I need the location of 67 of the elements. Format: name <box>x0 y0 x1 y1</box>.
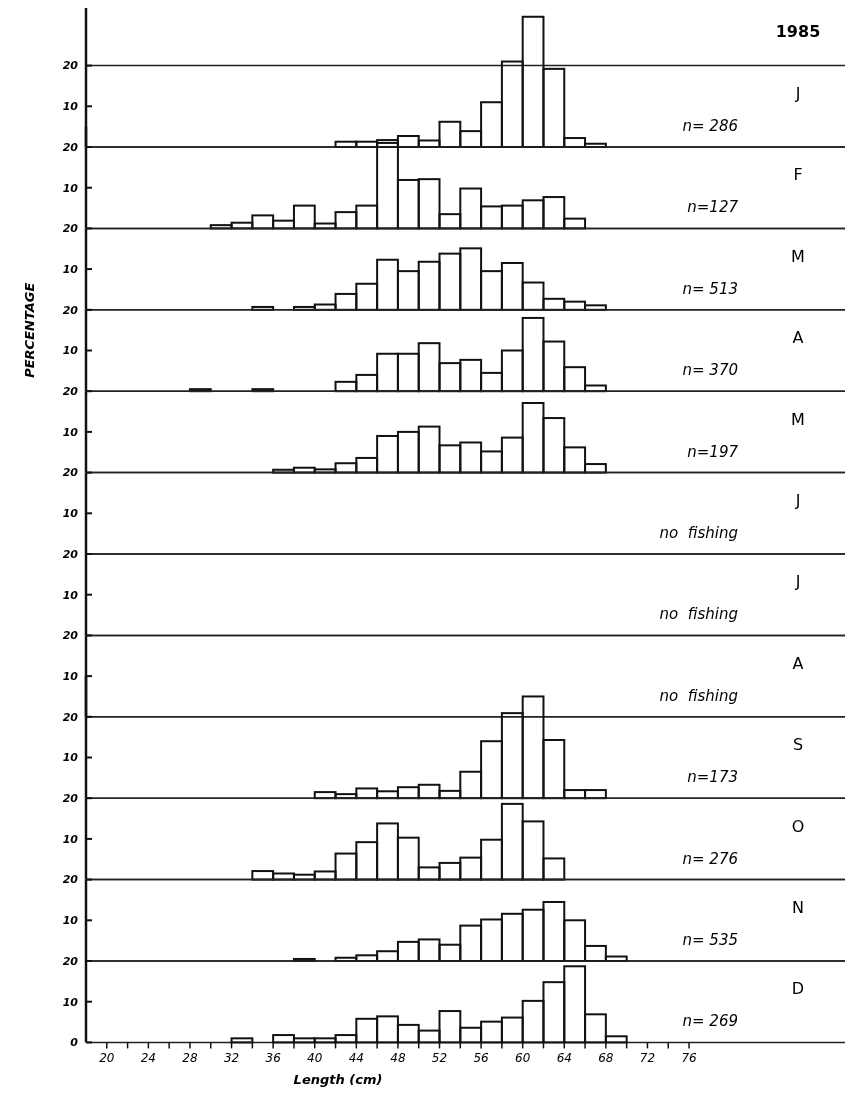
x-tick-label: 32 <box>223 1051 240 1066</box>
text: A <box>792 653 804 673</box>
y-tick-label: 20 <box>62 303 79 317</box>
annotation: n= 513 <box>682 279 738 298</box>
x-tick-label: 60 <box>515 1051 531 1066</box>
text: J <box>794 572 801 592</box>
text: F <box>793 165 803 185</box>
y-tick-label: 20 <box>62 792 79 806</box>
x-tick-label: 68 <box>598 1051 614 1066</box>
y-tick-label: 20 <box>62 710 79 724</box>
x-tick-label: 24 <box>140 1051 157 1066</box>
y-tick-label: 20 <box>62 629 79 643</box>
y-tick-label: 20 <box>62 59 79 73</box>
y-tick-label: 20 <box>62 385 79 399</box>
annotation: no fishing <box>659 524 738 542</box>
annotation: n=173 <box>687 768 738 787</box>
y-tick-label: 10 <box>62 995 79 1009</box>
annotation: no fishing <box>659 605 738 624</box>
y-axis-title: PERCENTAGE <box>22 282 37 378</box>
y-tick-label: 20 <box>62 873 79 887</box>
y-tick-label: 20 <box>62 140 79 154</box>
text: M <box>791 246 805 266</box>
annotation: n= 535 <box>682 931 738 949</box>
y-tick-label: 10 <box>62 262 79 276</box>
y-tick-label: 10 <box>62 751 79 765</box>
x-tick-label: 44 <box>348 1051 364 1066</box>
text: J <box>794 84 801 103</box>
y-tick-label: 20 <box>62 466 79 480</box>
annotation: n= 286 <box>682 117 738 135</box>
y-tick-label: 20 <box>62 547 79 561</box>
annotation: n= 276 <box>682 849 738 868</box>
annotation: n= 370 <box>682 361 738 380</box>
x-axis-title: Length (cm) <box>293 1072 383 1088</box>
text: N <box>792 898 804 917</box>
annotation: n=127 <box>687 198 739 217</box>
x-tick-label: 56 <box>473 1051 490 1066</box>
text: 1985 <box>775 22 821 41</box>
y-tick-label: 0 <box>70 1036 79 1050</box>
y-tick-label: 10 <box>62 344 79 358</box>
text: M <box>791 409 805 429</box>
y-tick-label: 10 <box>62 100 79 114</box>
annotation: no fishing <box>659 686 738 705</box>
y-tick-label: 10 <box>62 914 79 928</box>
y-tick-label: 20 <box>62 222 79 236</box>
text: J <box>794 491 801 510</box>
x-tick-label: 20 <box>99 1051 115 1066</box>
text: S <box>792 735 804 755</box>
y-tick-label: 10 <box>62 425 79 439</box>
text: O <box>791 816 805 836</box>
x-tick-label: 72 <box>639 1051 656 1066</box>
x-tick-label: 28 <box>182 1051 198 1066</box>
y-tick-label: 10 <box>62 832 79 846</box>
x-tick-label: 52 <box>431 1051 448 1066</box>
text: A <box>792 328 804 348</box>
y-tick-label: 10 <box>62 588 79 602</box>
x-tick-label: 64 <box>556 1051 572 1066</box>
annotation: n=197 <box>687 442 739 461</box>
y-tick-label: 10 <box>62 507 79 521</box>
x-tick-label: 36 <box>265 1051 282 1066</box>
annotation: n= 269 <box>682 1012 738 1031</box>
x-tick-label: 48 <box>390 1051 406 1066</box>
text: D <box>791 979 805 999</box>
x-tick-label: 76 <box>681 1051 698 1066</box>
x-tick-label: 40 <box>307 1051 323 1066</box>
y-tick-label: 10 <box>62 181 79 195</box>
y-tick-label: 20 <box>62 954 79 968</box>
y-tick-label: 10 <box>62 669 79 683</box>
